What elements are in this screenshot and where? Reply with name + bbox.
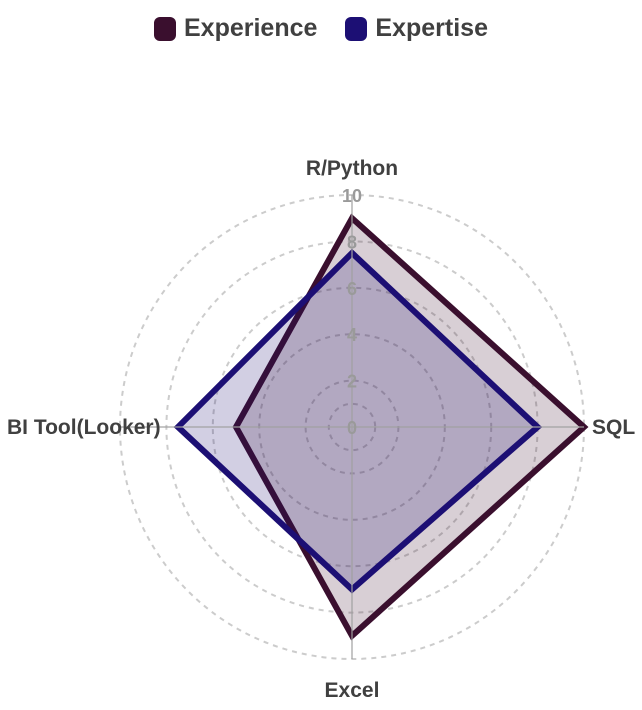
radar-axis-labels: R/Python SQL Excel BI Tool(Looker) — [7, 157, 635, 702]
axis-label-excel: Excel — [325, 679, 380, 702]
tick-label-6: 6 — [347, 279, 357, 299]
legend: Experience Expertise — [0, 14, 642, 43]
tick-label-10: 10 — [342, 186, 362, 206]
axis-label-sql: SQL — [592, 416, 635, 439]
axis-label-bi-tool-looker: BI Tool(Looker) — [7, 416, 161, 439]
legend-label-expertise: Expertise — [375, 14, 488, 42]
legend-swatch-expertise — [345, 16, 368, 41]
axis-label-r-python: R/Python — [306, 157, 398, 180]
radar-tick-labels: 0 2 4 6 8 10 — [342, 186, 362, 438]
legend-swatch-experience — [154, 16, 176, 41]
tick-label-4: 4 — [347, 325, 357, 345]
legend-label-experience: Experience — [184, 14, 318, 42]
tick-label-8: 8 — [347, 232, 357, 252]
legend-item-experience[interactable]: Experience — [154, 14, 317, 43]
legend-item-expertise[interactable]: Expertise — [345, 14, 488, 43]
radar-axis-lines — [120, 195, 584, 659]
tick-label-0: 0 — [347, 418, 357, 438]
tick-label-2: 2 — [347, 372, 357, 392]
series-expertise[interactable] — [173, 248, 543, 594]
